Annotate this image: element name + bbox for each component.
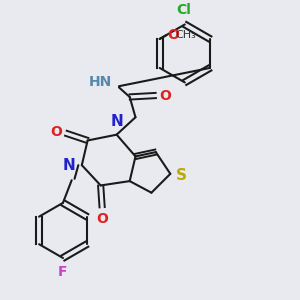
Text: CH₃: CH₃	[176, 30, 197, 40]
Text: O: O	[159, 88, 171, 103]
Text: N: N	[63, 158, 75, 172]
Text: S: S	[176, 168, 187, 183]
Text: Cl: Cl	[176, 3, 191, 17]
Text: O: O	[96, 212, 108, 226]
Text: F: F	[58, 265, 68, 279]
Text: N: N	[111, 115, 124, 130]
Text: O: O	[50, 125, 62, 139]
Text: HN: HN	[89, 75, 112, 89]
Text: O: O	[167, 28, 179, 42]
